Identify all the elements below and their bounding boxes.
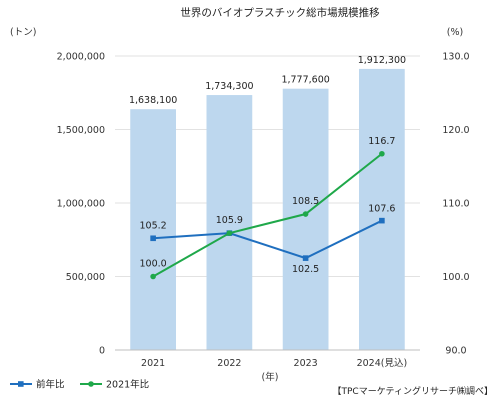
series-marker — [150, 273, 156, 280]
series-line — [152, 152, 383, 278]
bar-series — [130, 68, 405, 351]
point-value-label: 105.9 — [216, 215, 243, 226]
legend-label: 2021年比 — [106, 379, 149, 391]
bar — [130, 109, 176, 350]
bar — [206, 95, 253, 351]
point-value-label: 105.2 — [140, 220, 167, 231]
data-labels: 1,638,100 1,734,300 1,777,600 1,912,300 105.… — [129, 55, 406, 275]
line-series — [150, 150, 385, 280]
point-value-label: 108.5 — [292, 196, 319, 207]
left-tick-label: 1,500,000 — [57, 125, 105, 136]
right-tick-label: 120.0 — [442, 125, 469, 136]
series-marker — [302, 211, 309, 217]
bar — [359, 68, 405, 350]
left-tick-label: 0 — [99, 346, 105, 357]
category-label: 2023 — [294, 358, 318, 369]
legend-marker — [88, 381, 94, 387]
series-marker — [302, 255, 309, 261]
left-axis-unit: (トン) — [10, 27, 36, 38]
point-value-label: 102.5 — [292, 264, 319, 275]
legend: 前年比 2021年比 — [10, 379, 149, 391]
bar — [282, 88, 329, 350]
left-tick-label: 500,000 — [66, 272, 105, 283]
category-label: 2021 — [141, 358, 165, 369]
series-marker — [379, 217, 385, 224]
point-value-label: 107.6 — [368, 204, 395, 215]
category-label: 2024(見込) — [357, 358, 408, 369]
point-value-label: 116.7 — [368, 136, 395, 147]
right-tick-label: 110.0 — [442, 199, 469, 210]
right-axis-unit: (%) — [447, 27, 463, 38]
legend-label: 前年比 — [36, 379, 65, 391]
point-value-label: 100.0 — [140, 259, 167, 270]
series-marker — [150, 235, 156, 242]
right-tick-label: 100.0 — [442, 272, 469, 283]
chart-title: 世界のバイオプラスチック総市場規模推移 — [180, 6, 380, 19]
bar-value-label: 1,734,300 — [205, 81, 253, 92]
left-tick-label: 2,000,000 — [57, 52, 105, 63]
right-tick-label: 130.0 — [442, 52, 469, 63]
category-label: 2022 — [217, 358, 241, 369]
left-tick-label: 1,000,000 — [57, 199, 105, 210]
series-line — [153, 219, 383, 260]
bar-value-label: 1,777,600 — [281, 75, 329, 86]
bar-value-label: 1,912,300 — [358, 55, 406, 66]
series-marker — [379, 150, 385, 157]
legend-marker — [18, 381, 24, 387]
right-tick-label: 90.0 — [445, 346, 466, 357]
axes: 0 500,000 1,000,000 1,500,000 2,000,000 90.0 1… — [57, 52, 470, 370]
source-note: 【TPCマーケティングリサーチ㈱調べ】 — [333, 385, 494, 397]
x-axis-unit: (年) — [262, 371, 279, 383]
series-marker — [226, 230, 233, 236]
bar-value-label: 1,638,100 — [129, 95, 177, 106]
